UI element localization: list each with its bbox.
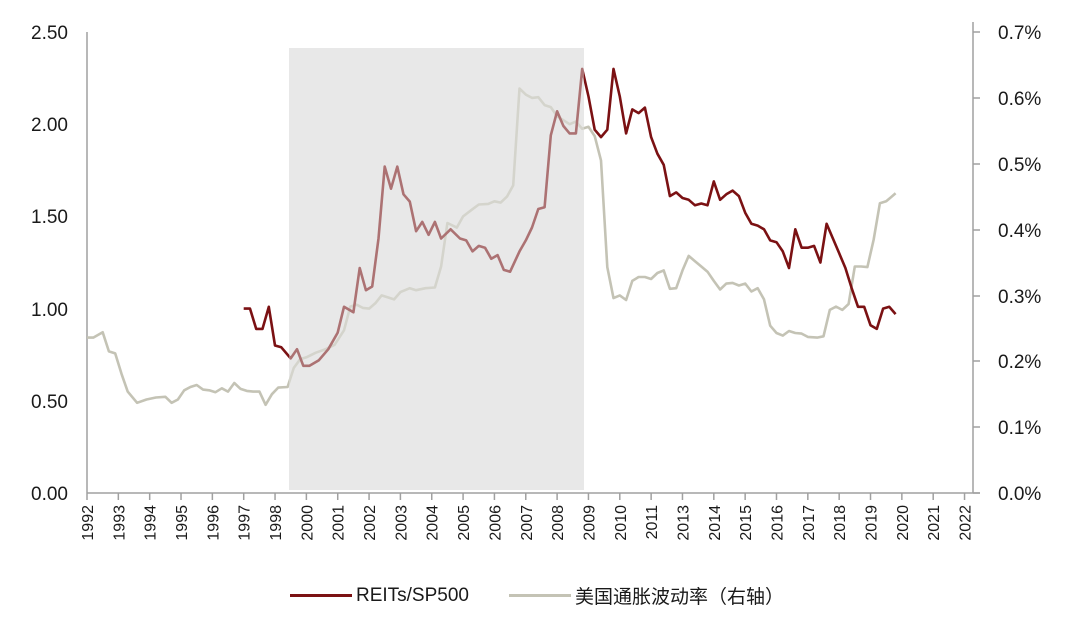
x-axis-ticks: 1992 1993 1994 1995 1996 1997 1998 2000 2001 2002…	[80, 493, 975, 541]
right-tick-label: 0.7%	[998, 23, 1041, 44]
left-tick-label: 2.50	[31, 23, 68, 44]
x-tick-label: 2015	[738, 505, 755, 541]
shaded-region	[289, 48, 584, 490]
left-y-axis-ticks: 2.50 2.00 1.50 1.00 0.50 0.00	[31, 23, 68, 505]
right-tick-label: 0.1%	[998, 418, 1041, 439]
legend-swatch-reits	[289, 594, 352, 597]
x-tick-label: 2009	[581, 505, 598, 541]
x-tick-label: 1996	[205, 505, 222, 541]
x-tick-label: 2006	[487, 505, 504, 541]
x-tick-label: 2001	[331, 505, 348, 541]
left-tick-label: 1.00	[31, 300, 68, 321]
x-tick-label: 1995	[174, 505, 191, 541]
x-tick-label: 2021	[926, 505, 943, 541]
x-tick-label: 2019	[864, 505, 881, 541]
x-tick-label: 1992	[80, 505, 97, 541]
x-tick-label: 2004	[425, 505, 442, 541]
left-tick-label: 0.50	[31, 392, 68, 413]
legend-item-inflation[interactable]: 美国通胀波动率（右轴）	[508, 582, 784, 609]
x-tick-label: 2011	[644, 505, 661, 540]
legend-label-reits: REITs/SP500	[355, 584, 469, 606]
x-tick-label: 2022	[958, 505, 975, 541]
right-tick-label: 0.6%	[998, 89, 1041, 110]
right-tick-label: 0.0%	[998, 484, 1041, 505]
left-tick-label: 2.00	[31, 115, 68, 136]
x-tick-label: 1994	[143, 505, 160, 541]
x-tick-label: 1998	[268, 505, 285, 541]
x-tick-label: 2020	[895, 505, 912, 541]
x-tick-label: 2013	[675, 505, 692, 541]
shaded-region-overlay	[289, 48, 584, 490]
right-tick-label: 0.3%	[998, 287, 1041, 308]
x-tick-label: 2007	[519, 505, 536, 541]
left-tick-label: 0.00	[31, 484, 68, 505]
right-tick-label: 0.2%	[998, 352, 1041, 373]
left-tick-label: 1.50	[31, 207, 68, 228]
x-tick-label: 2008	[550, 505, 567, 541]
x-tick-label: 2017	[801, 505, 818, 541]
x-tick-label: 2000	[299, 505, 316, 541]
legend-item-reits[interactable]: REITs/SP500	[289, 582, 469, 609]
x-tick-label: 2005	[456, 505, 473, 541]
right-y-axis-ticks: 0.7% 0.6% 0.5% 0.4% 0.3% 0.2% 0.1% 0.0%	[973, 23, 1041, 505]
reits-sp500-line	[243, 67, 897, 368]
right-tick-label: 0.5%	[998, 155, 1041, 176]
x-tick-label: 2010	[613, 505, 630, 541]
legend-swatch-inflation	[508, 594, 571, 597]
x-tick-label: 2002	[362, 505, 379, 541]
x-tick-label: 2018	[832, 505, 849, 541]
x-tick-label: 2016	[769, 505, 786, 541]
x-tick-label: 2003	[393, 505, 410, 541]
x-tick-label: 1997	[237, 505, 254, 541]
right-tick-label: 0.4%	[998, 221, 1041, 242]
inflation-volatility-line	[87, 87, 897, 407]
legend-label-inflation: 美国通胀波动率（右轴）	[574, 587, 784, 608]
x-tick-label: 2014	[707, 505, 724, 541]
x-tick-label: 1993	[111, 505, 128, 541]
legend: REITs/SP500 美国通胀波动率（右轴）	[0, 582, 1074, 609]
